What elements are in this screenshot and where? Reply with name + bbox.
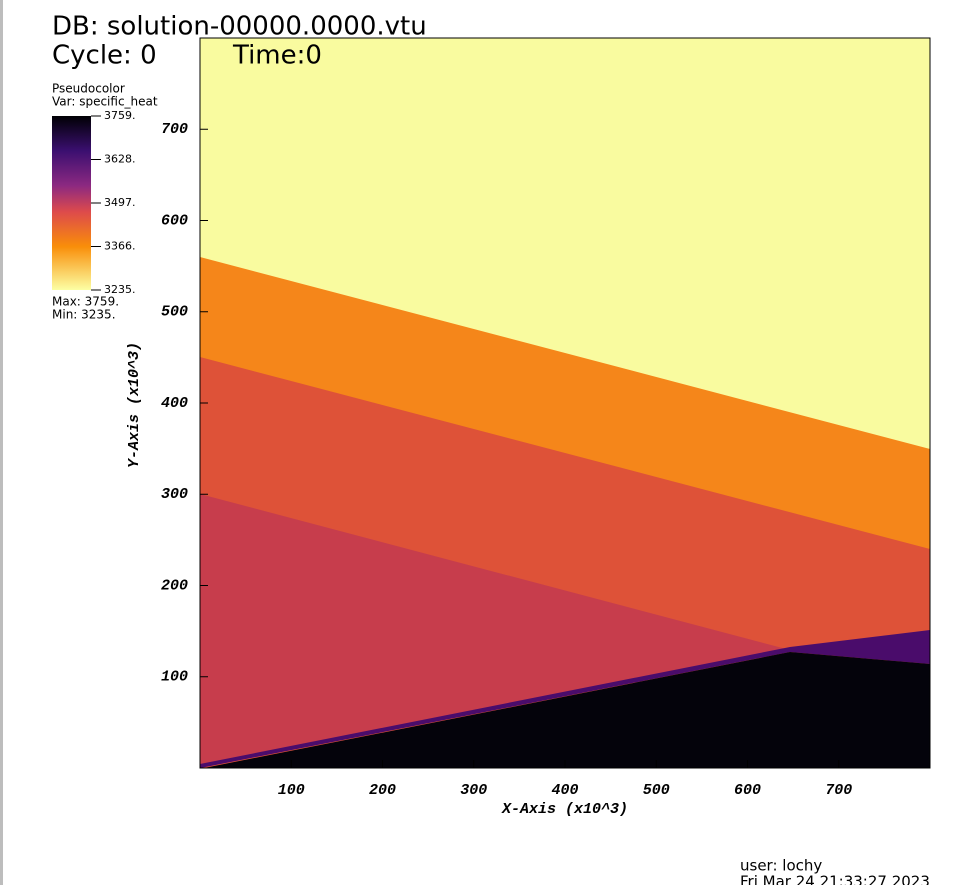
colorbar-tick-label: 3366. xyxy=(104,240,136,253)
user: user: lochy xyxy=(740,857,822,875)
x-tick-label: 500 xyxy=(643,782,670,799)
y-tick-label: 400 xyxy=(161,395,188,412)
x-tick-label: 400 xyxy=(551,782,578,799)
colorbar-tick-label: 3759. xyxy=(104,109,136,122)
y-tick-label: 200 xyxy=(161,577,188,594)
y-tick-label: 100 xyxy=(161,669,188,686)
colorbar xyxy=(52,116,91,290)
field-region xyxy=(200,630,930,768)
y-tick-label: 300 xyxy=(161,486,188,503)
legend-plot: Pseudocolor xyxy=(52,82,125,96)
x-tick-label: 600 xyxy=(734,782,761,799)
field-region xyxy=(200,494,790,768)
window-border xyxy=(0,0,3,885)
colorbar-tick-label: 3628. xyxy=(104,153,136,166)
date: Fri Mar 24 21:33:27 2023 xyxy=(740,873,930,885)
x-tick-label: 300 xyxy=(460,782,487,799)
db-title: DB: solution-00000.0000.vtu xyxy=(52,12,427,42)
y-tick-label: 700 xyxy=(161,121,188,138)
legend-min: Min: 3235. xyxy=(52,308,116,322)
x-tick-label: 200 xyxy=(369,782,396,799)
y-tick-label: 500 xyxy=(161,304,188,321)
cycle: Cycle: 0 xyxy=(52,41,157,71)
time: Time:0 xyxy=(232,41,322,71)
y-tick-label: 600 xyxy=(161,212,188,229)
x-axis-title: X-Axis (x10^3) xyxy=(501,801,628,818)
colorbar-tick-label: 3497. xyxy=(104,196,136,209)
x-tick-label: 700 xyxy=(825,782,852,799)
legend-max: Max: 3759. xyxy=(52,295,119,309)
legend-var: Var: specific_heat xyxy=(52,95,158,109)
pseudocolor-field xyxy=(200,38,930,768)
x-tick-label: 100 xyxy=(278,782,305,799)
field-region xyxy=(204,652,930,768)
colorbar-tick-label: 3235. xyxy=(104,283,136,296)
y-axis-title: Y-Axis (x10^3) xyxy=(126,342,143,468)
